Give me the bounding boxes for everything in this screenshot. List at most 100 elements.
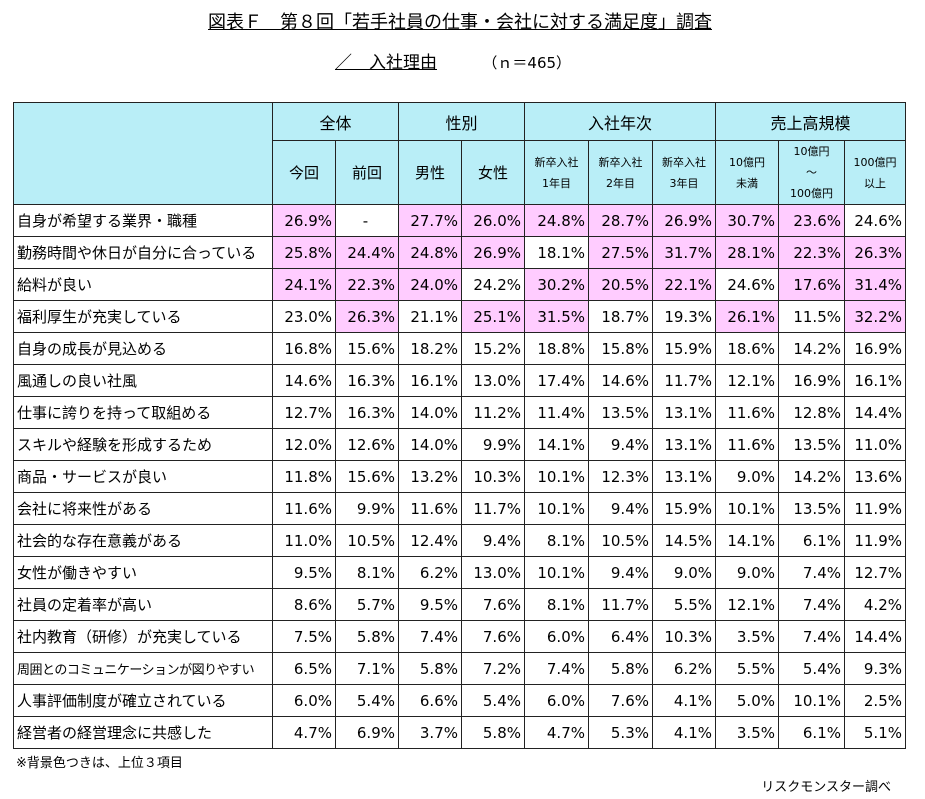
table-row: 仕事に誇りを持って取組める 12.7% 16.3% 14.0% 11.2% 11.4% 13… [13,396,906,429]
value-cell: 12.1% [715,364,779,397]
row-label: 社員の定着率が高い [13,588,273,621]
value-cell: 11.0% [844,428,906,461]
table-row: 社員の定着率が高い 8.6% 5.7% 9.5% 7.6% 8.1% 11.7% 5.5% 12… [13,588,906,621]
value-cell: 17.6% [778,268,845,301]
value-cell: 27.7% [398,204,462,237]
value-cell: 23.0% [272,300,336,333]
row-label: 仕事に誇りを持って取組める [13,396,273,429]
value-cell: 13.1% [652,396,716,429]
value-cell: 9.4% [588,428,653,461]
row-label: 人事評価制度が確立されている [13,684,273,717]
table-row: スキルや経験を形成するため 12.0% 12.6% 14.0% 9.9% 14.1% 9.4… [13,428,906,461]
row-label: 給料が良い [13,268,273,301]
value-cell: 11.7% [588,588,653,621]
subheader-cell: 前回 [335,140,399,205]
value-cell: 30.2% [524,268,589,301]
value-cell: 7.6% [461,620,525,653]
value-cell: 7.2% [461,652,525,685]
value-cell: 26.3% [844,236,906,269]
value-cell: 27.5% [588,236,653,269]
value-cell: 14.0% [398,428,462,461]
value-cell: 9.0% [652,556,716,589]
value-cell: 9.3% [844,652,906,685]
value-cell: 11.2% [461,396,525,429]
value-cell: 5.1% [844,716,906,749]
row-label: 商品・サービスが良い [13,460,273,493]
value-cell: 9.4% [461,524,525,557]
subheader-cell: 100億円 以上 [844,140,906,205]
value-cell: 8.1% [524,524,589,557]
value-cell: 6.1% [778,524,845,557]
value-cell: 10.1% [715,492,779,525]
value-cell: 5.8% [461,716,525,749]
source-credit: リスクモンスター調べ [761,780,891,795]
value-cell: 13.5% [778,492,845,525]
value-cell: 13.6% [844,460,906,493]
value-cell: 12.4% [398,524,462,557]
subheader-cell: 女性 [461,140,525,205]
value-cell: 21.1% [398,300,462,333]
value-cell: 2.5% [844,684,906,717]
value-cell: 15.2% [461,332,525,365]
value-cell: 4.1% [652,684,716,717]
value-cell: 18.6% [715,332,779,365]
row-label: 社会的な存在意義がある [13,524,273,557]
value-cell: 15.6% [335,332,399,365]
value-cell: 5.7% [335,588,399,621]
value-cell: 31.4% [844,268,906,301]
table-row: 商品・サービスが良い 11.8% 15.6% 13.2% 10.3% 10.1% 12.3%… [13,460,906,493]
value-cell: 24.1% [272,268,336,301]
value-cell: 11.9% [844,524,906,557]
value-cell: 26.0% [461,204,525,237]
value-cell: 3.7% [398,716,462,749]
corner-cell [13,102,273,205]
value-cell: 26.9% [461,236,525,269]
value-cell: 20.5% [588,268,653,301]
subtitle-topic: ／ 入社理由 [335,53,437,73]
value-cell: 6.4% [588,620,653,653]
subheader-cell: 10億円 未満 [715,140,779,205]
value-cell: 24.6% [844,204,906,237]
value-cell: 18.2% [398,332,462,365]
table-header: 全体 性別 入社年次 売上高規模 今回 前回 男性 女性 新卒入社 1年目 新卒入社 2年… [13,102,906,205]
sample-size: （ｎ＝465） [482,54,572,72]
value-cell: 15.9% [652,492,716,525]
value-cell: 14.0% [398,396,462,429]
value-cell: 28.1% [715,236,779,269]
subheader-cell: 新卒入社 3年目 [652,140,716,205]
group-gender: 性別 [398,102,525,141]
value-cell: 11.6% [398,492,462,525]
value-cell: 12.3% [588,460,653,493]
value-cell: 5.8% [335,620,399,653]
value-cell: 5.0% [715,684,779,717]
value-cell: 5.3% [588,716,653,749]
value-cell: 26.9% [652,204,716,237]
value-cell: 14.1% [524,428,589,461]
value-cell: 11.4% [524,396,589,429]
table-row: 周囲とのコミュニケーションが図りやすい 6.5% 7.1% 5.8% 7.2% 7.4% 5… [13,652,906,685]
value-cell: 9.9% [461,428,525,461]
value-cell: 10.1% [524,460,589,493]
value-cell: 14.4% [844,620,906,653]
report-title: 図表Ｆ 第８回「若手社員の仕事・会社に対する満足度」調査 [208,12,712,33]
value-cell: 30.7% [715,204,779,237]
value-cell: 14.1% [715,524,779,557]
value-cell: 12.0% [272,428,336,461]
value-cell: 3.5% [715,620,779,653]
value-cell: 7.6% [588,684,653,717]
table-row: 人事評価制度が確立されている 6.0% 5.4% 6.6% 5.4% 6.0% 7.6% 4.… [13,684,906,717]
value-cell: 16.9% [844,332,906,365]
value-cell: 4.7% [524,716,589,749]
table-row: 自身が希望する業界・職種 26.9% -27.7% 26.0% 24.8% 28.7% 26… [13,204,906,237]
value-cell: 7.5% [272,620,336,653]
group-join-year: 入社年次 [524,102,716,141]
value-cell: 24.4% [335,236,399,269]
value-cell: 14.5% [652,524,716,557]
subheader-cell: 今回 [272,140,336,205]
table-body: 自身が希望する業界・職種 26.9% -27.7% 26.0% 24.8% 28.7% 26… [13,204,906,749]
value-cell: 10.1% [524,556,589,589]
subheader-cell: 新卒入社 2年目 [588,140,653,205]
subheader-row: 今回 前回 男性 女性 新卒入社 1年目 新卒入社 2年目 新卒入社 3年目 10億円 未満 1… [14,140,906,205]
table-row: 社会的な存在意義がある 11.0% 10.5% 12.4% 9.4% 8.1% 10.5% 1… [13,524,906,557]
value-cell: 4.2% [844,588,906,621]
